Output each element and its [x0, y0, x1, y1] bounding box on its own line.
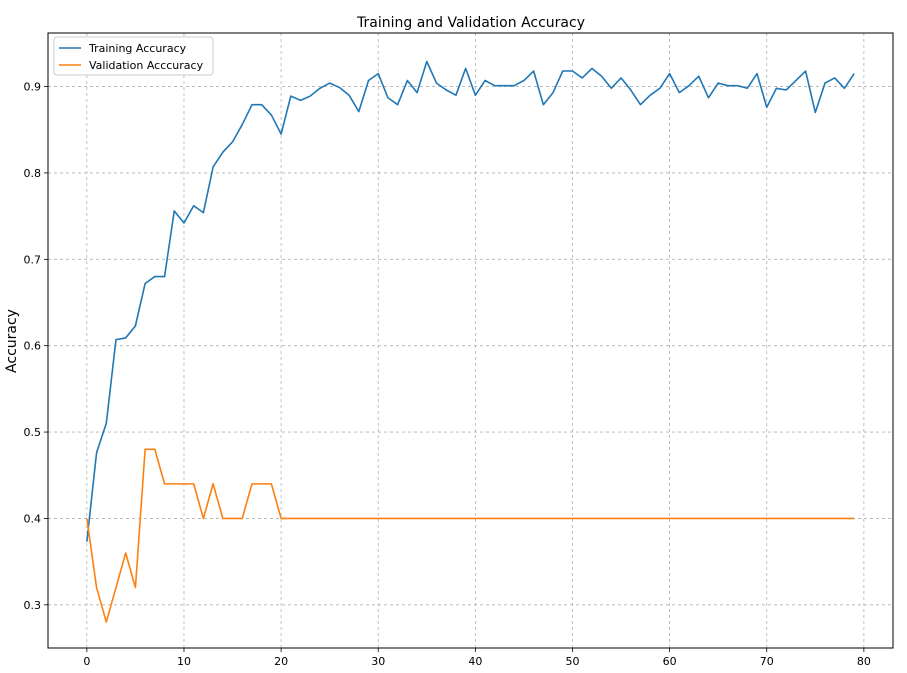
series-line-validation — [86, 448, 855, 623]
x-tick-label: 70 — [760, 655, 774, 668]
x-tick-label: 50 — [565, 655, 579, 668]
x-tick-label: 80 — [857, 655, 871, 668]
x-tick-label: 20 — [274, 655, 288, 668]
x-tick-label: 60 — [663, 655, 677, 668]
x-axis-ticks: 0 10 20 30 40 50 60 70 80 — [83, 648, 871, 668]
chart-title: Training and Validation Accuracy — [356, 15, 585, 31]
y-tick-label: 0.9 — [24, 81, 42, 94]
y-tick-label: 0.7 — [24, 253, 42, 266]
x-tick-label: 40 — [468, 655, 482, 668]
x-tick-label: 10 — [177, 655, 191, 668]
series-layer — [86, 60, 855, 623]
y-axis-label: Accuracy — [4, 309, 20, 373]
legend: Training Accuracy Validation Acccuracy — [53, 36, 214, 76]
plot-area — [47, 32, 894, 649]
x-tick-label: 0 — [83, 655, 90, 668]
y-tick-label: 0.6 — [24, 340, 42, 353]
y-tick-label: 0.3 — [24, 599, 42, 612]
y-tick-label: 0.8 — [24, 167, 42, 180]
plot-frame — [47, 32, 894, 649]
series-line-training — [86, 60, 855, 542]
legend-box — [53, 36, 214, 76]
x-tick-label: 30 — [371, 655, 385, 668]
y-axis-ticks: 0.3 0.4 0.5 0.6 0.7 0.8 0.9 — [24, 81, 48, 612]
y-tick-label: 0.4 — [24, 512, 42, 525]
legend-label-training: Training Accuracy — [88, 42, 187, 55]
legend-label-validation: Validation Acccuracy — [89, 59, 204, 72]
y-tick-label: 0.5 — [24, 426, 42, 439]
